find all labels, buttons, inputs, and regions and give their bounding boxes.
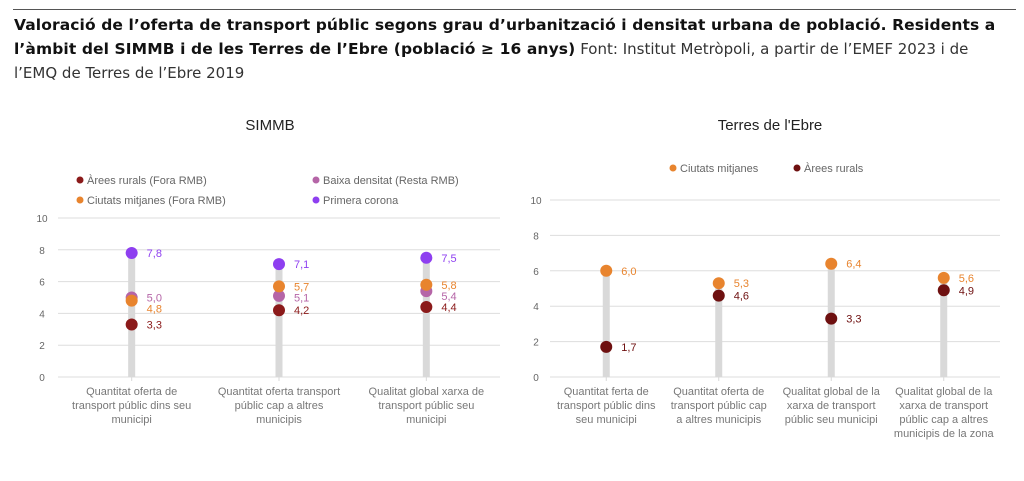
ebre-legend-marker bbox=[669, 164, 677, 172]
simmb-data-label: 7,5 bbox=[441, 253, 456, 265]
simmb-legend-marker bbox=[76, 196, 84, 204]
simmb-legend-label: Primera corona bbox=[323, 195, 399, 207]
simmb-category-label-line: transport públic dins seu bbox=[72, 400, 191, 412]
simmb-data-label: 5,8 bbox=[441, 280, 456, 292]
ebre-category-label-line: públic seu municipi bbox=[785, 414, 878, 426]
simmb-category-label-line: Quantitat oferta transport bbox=[218, 386, 340, 398]
ebre-category-label: Qualitat global de la xarxa de transport p… bbox=[894, 386, 995, 440]
ebre-data-point bbox=[600, 264, 613, 277]
simmb-data-point bbox=[273, 258, 285, 271]
simmb-legend-label: Àrees rurals (Fora RMB) bbox=[87, 174, 207, 187]
title-text: Valoració de l’oferta de transport públi… bbox=[14, 16, 996, 58]
ebre-category-label-line: seu municipi bbox=[576, 414, 637, 426]
ebre-category-label-line: públic cap a altres bbox=[899, 414, 988, 426]
simmb-data-point bbox=[125, 318, 138, 331]
simmb-data-label: 4,2 bbox=[294, 305, 309, 317]
simmb-category-label: Quantitat oferta de transport públic dins… bbox=[72, 386, 191, 426]
figure-title: Valoració de l’oferta de transport públi… bbox=[14, 13, 1014, 85]
ebre-category-label-line: Quantitat oferta de bbox=[673, 386, 764, 398]
ebre-data-point bbox=[600, 340, 613, 353]
ebre-category-label-line: xarxa de transport bbox=[787, 400, 876, 412]
simmb-data-point bbox=[420, 278, 433, 291]
simmb-data-point bbox=[273, 280, 285, 293]
ebre-legend-marker bbox=[793, 164, 801, 172]
ebre-legend-label: Ciutats mitjanes bbox=[680, 163, 759, 175]
simmb-y-tick-label: 10 bbox=[36, 214, 48, 225]
simmb-legend-marker bbox=[76, 176, 84, 184]
ebre-category-label-line: transport públic dins bbox=[557, 400, 656, 412]
simmb-data-label: 3,3 bbox=[147, 320, 162, 332]
ebre-data-label: 1,7 bbox=[621, 342, 636, 354]
ebre-y-tick-label: 8 bbox=[533, 231, 539, 242]
ebre-data-label: 5,6 bbox=[959, 273, 974, 285]
simmb-category-label: Qualitat global xarxa de transport públic… bbox=[369, 386, 485, 426]
ebre-category-label-line: transport públic cap bbox=[671, 400, 767, 412]
ebre-data-label: 4,9 bbox=[959, 285, 974, 297]
simmb-chart-title: SIMMB bbox=[245, 117, 294, 134]
ebre-y-tick-label: 0 bbox=[533, 373, 539, 384]
ebre-chart-title: Terres de l'Ebre bbox=[718, 117, 823, 134]
ebre-data-label: 4,6 bbox=[734, 291, 749, 303]
simmb-y-tick-label: 8 bbox=[39, 246, 45, 257]
ebre-category-label-line: Qualitat global de la bbox=[783, 386, 881, 398]
simmb-data-label: 7,8 bbox=[147, 248, 162, 260]
simmb-data-point bbox=[420, 251, 433, 264]
simmb-category-label-line: Quantitat oferta de bbox=[86, 386, 177, 398]
ebre-data-label: 6,0 bbox=[621, 266, 636, 278]
ebre-y-tick-label: 4 bbox=[533, 302, 539, 313]
ebre-data-point bbox=[937, 284, 950, 297]
simmb-data-label: 7,1 bbox=[294, 259, 309, 271]
simmb-data-point bbox=[273, 289, 285, 302]
simmb-category-label-line: públic cap a altres bbox=[235, 400, 324, 412]
ebre-y-tick-label: 2 bbox=[533, 338, 539, 349]
simmb-legend-label: Baixa densitat (Resta RMB) bbox=[323, 175, 459, 187]
ebre-data-point bbox=[937, 271, 950, 284]
ebre-data-point bbox=[712, 289, 725, 302]
simmb-data-label: 5,4 bbox=[441, 291, 456, 303]
simmb-y-tick-label: 0 bbox=[39, 373, 45, 384]
simmb-y-tick-label: 4 bbox=[39, 309, 45, 320]
ebre-category-label: Qualitat global de la xarxa de transport p… bbox=[783, 386, 881, 426]
simmb-data-label: 4,4 bbox=[441, 302, 456, 314]
simmb-data-point bbox=[420, 301, 433, 314]
ebre-category-label-line: a altres municipis bbox=[676, 414, 761, 426]
ebre-legend-label: Àrees rurals bbox=[804, 162, 864, 175]
ebre-y-tick-label: 10 bbox=[530, 196, 542, 207]
ebre-data-point bbox=[825, 312, 838, 325]
simmb-data-point bbox=[273, 304, 285, 317]
source-text: Font: Institut Metròpoli, a partir de l’… bbox=[14, 40, 969, 82]
ebre-category-label-line: xarxa de transport bbox=[899, 400, 988, 412]
simmb-category-label-line: municipi bbox=[406, 414, 446, 426]
simmb-category-label-line: transport públic seu bbox=[378, 400, 474, 412]
simmb-y-tick-label: 2 bbox=[39, 341, 45, 352]
simmb-category-label-line: municipis bbox=[256, 414, 302, 426]
ebre-y-tick-label: 6 bbox=[533, 267, 539, 278]
simmb-data-label: 5,1 bbox=[294, 292, 309, 304]
simmb-category-label-line: Qualitat global xarxa de bbox=[369, 386, 485, 398]
simmb-legend-label: Ciutats mitjanes (Fora RMB) bbox=[87, 195, 226, 207]
ebre-data-point bbox=[712, 277, 725, 290]
simmb-legend-marker bbox=[312, 176, 320, 184]
ebre-data-label: 3,3 bbox=[846, 314, 861, 326]
simmb-data-label: 4,8 bbox=[147, 304, 162, 316]
ebre-data-label: 5,3 bbox=[734, 278, 749, 290]
simmb-legend-marker bbox=[312, 196, 320, 204]
ebre-category-label: Quantitat oferta de transport públic cap a… bbox=[671, 386, 767, 426]
ebre-category-label-line: Quantitat ferta de bbox=[564, 386, 649, 398]
simmb-category-label-line: municipi bbox=[111, 414, 151, 426]
ebre-data-point bbox=[825, 257, 838, 270]
top-rule bbox=[13, 9, 1016, 10]
simmb-data-label: 5,0 bbox=[147, 293, 162, 305]
ebre-data-label: 6,4 bbox=[846, 259, 861, 271]
ebre-category-label: Quantitat ferta de transport públic dins s… bbox=[557, 386, 656, 426]
ebre-category-label-line: municipis de la zona bbox=[894, 428, 995, 440]
simmb-data-point bbox=[125, 294, 138, 307]
simmb-data-point bbox=[125, 246, 138, 259]
simmb-data-label: 5,7 bbox=[294, 281, 309, 293]
simmb-category-label: Quantitat oferta transport públic cap a a… bbox=[218, 386, 340, 426]
ebre-category-label-line: Qualitat global de la bbox=[895, 386, 993, 398]
simmb-y-tick-label: 6 bbox=[39, 278, 45, 289]
